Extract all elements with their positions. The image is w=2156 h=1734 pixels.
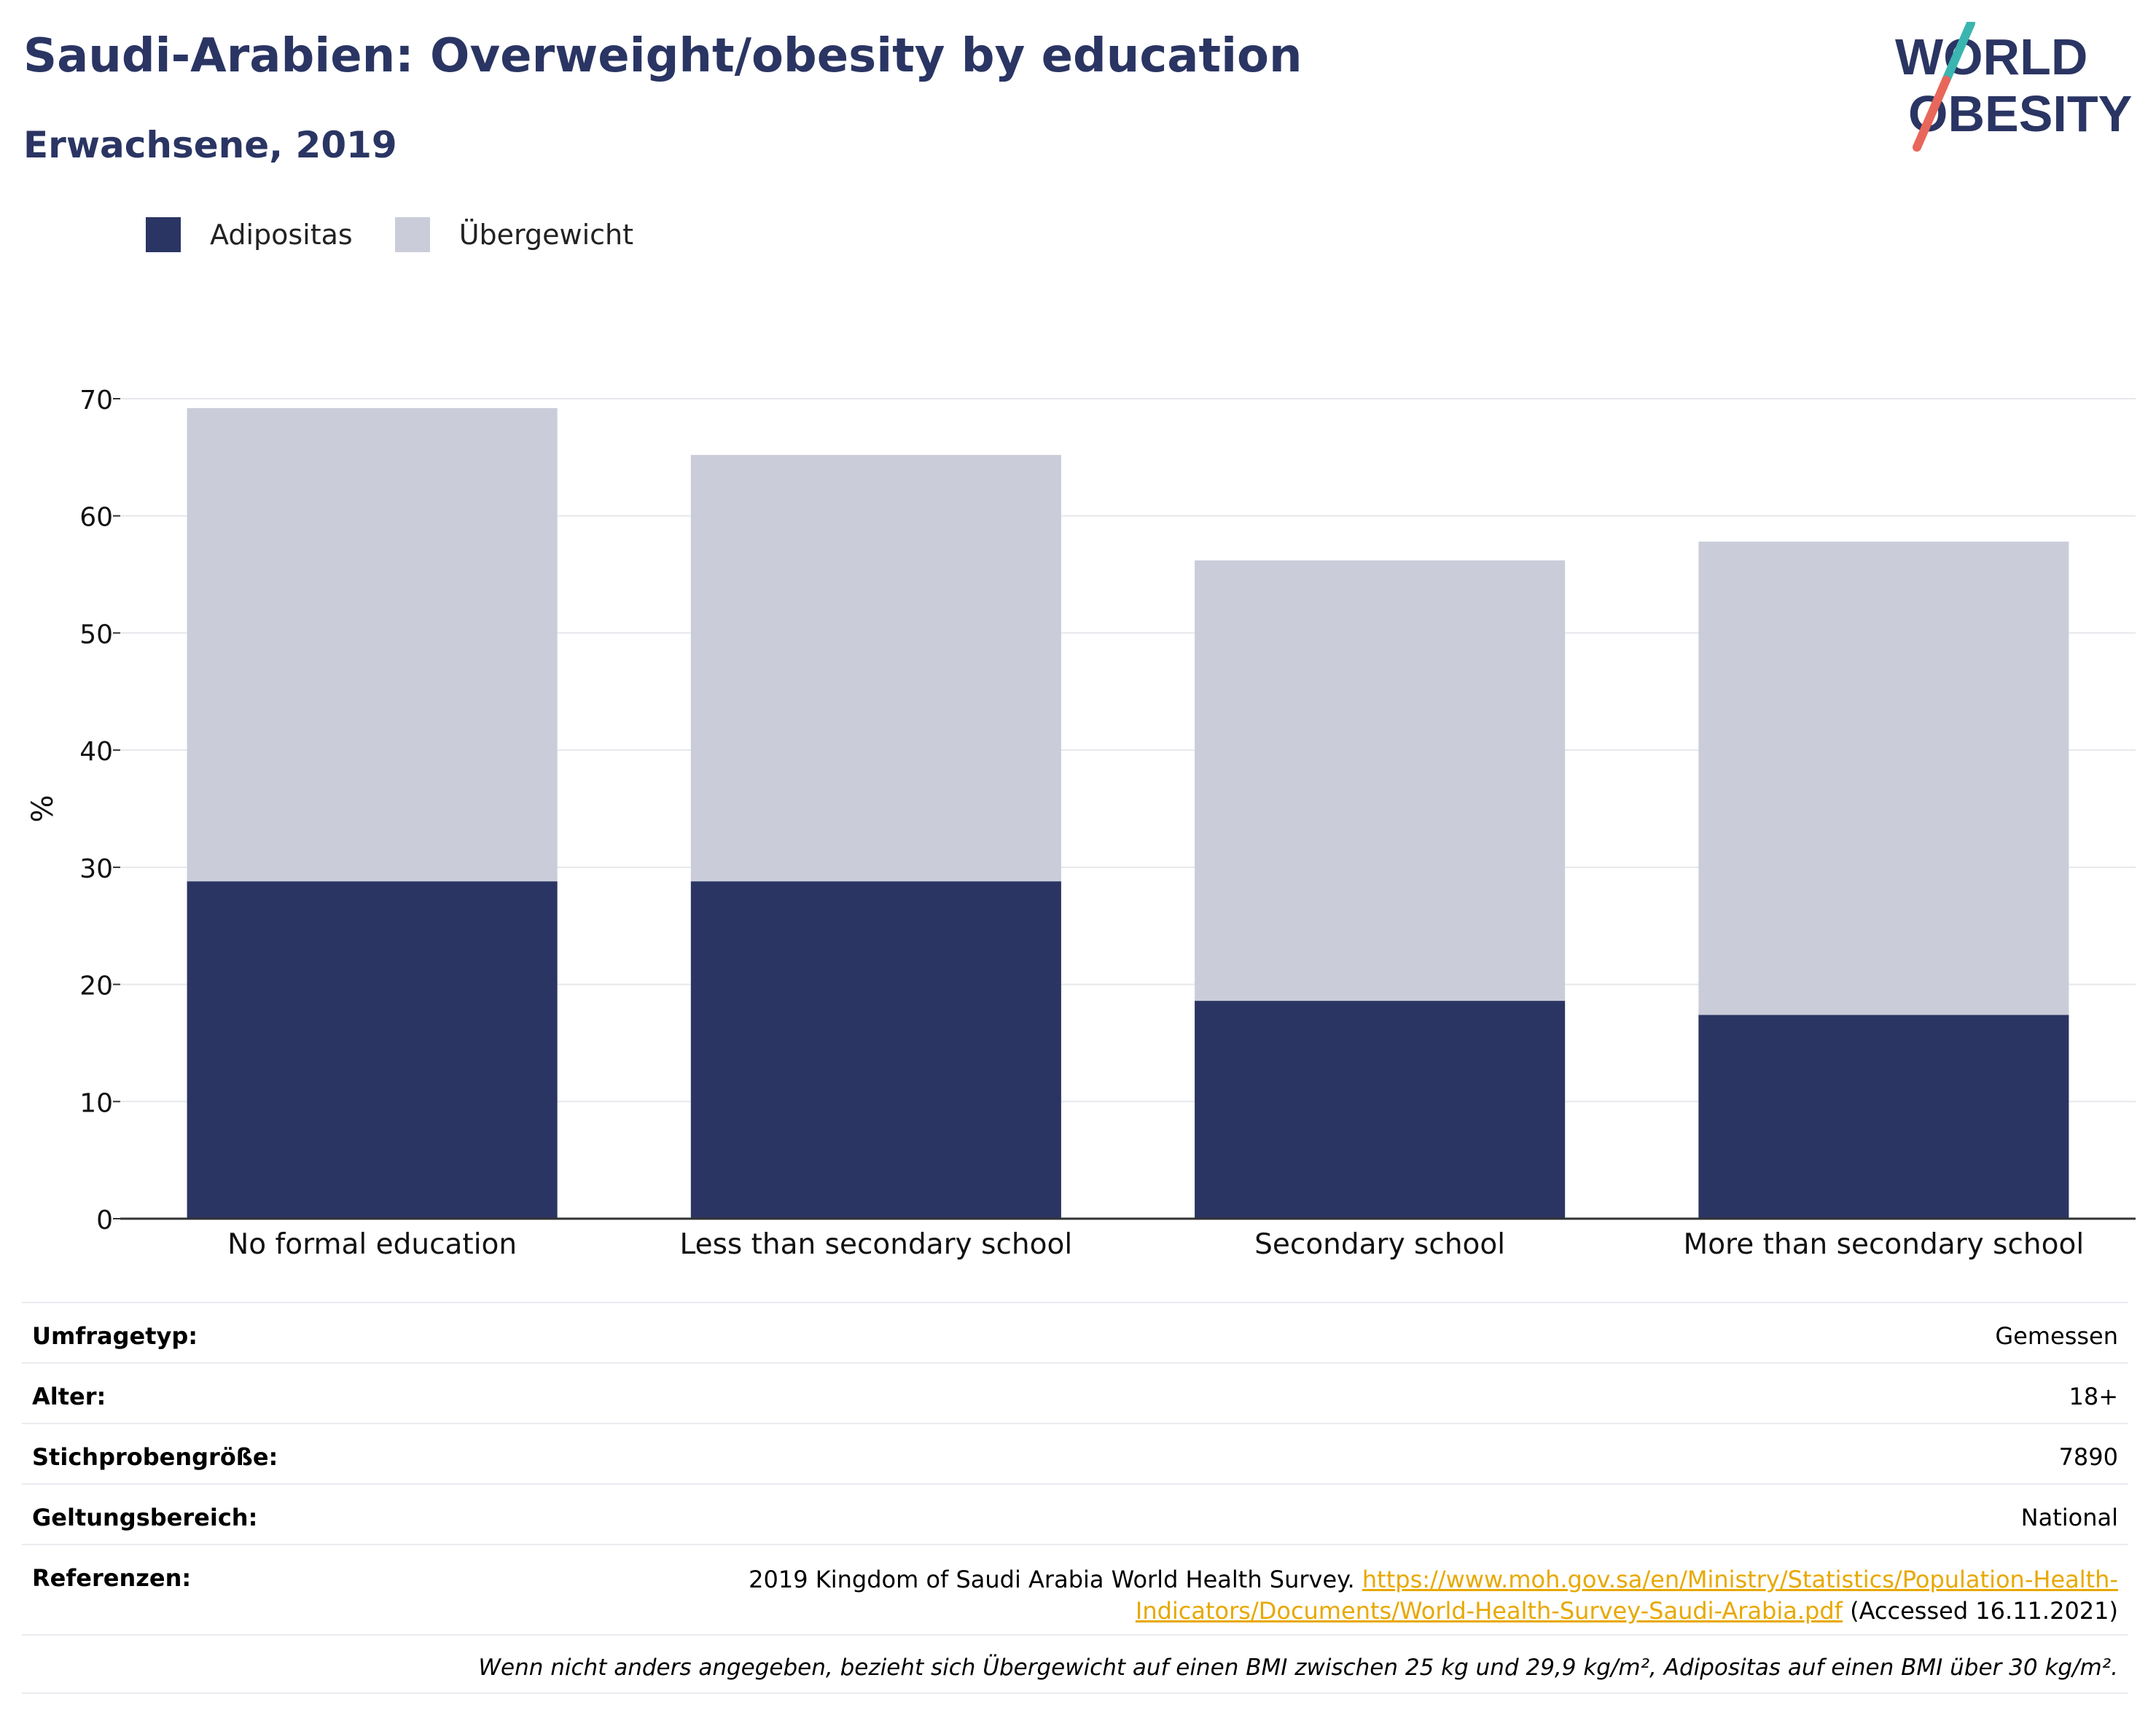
axes: 0 10 20 30 40 50 60 70% No formal education Less … (26, 386, 2136, 1261)
reference-source-text: 2019 Kingdom of Saudi Arabia World Healt… (749, 1566, 1355, 1593)
bar-chart: 0 10 20 30 40 50 60 70% No formal education Less … (26, 386, 2136, 1261)
world-obesity-logo: WORLD OBESITY (1895, 22, 2132, 152)
bar-adipositas (187, 881, 558, 1219)
age-value: 18+ (2069, 1383, 2118, 1410)
footnote: Wenn nicht anders angegeben, bezieht sic… (22, 1634, 2128, 1694)
x-tick-label: No formal education (227, 1228, 517, 1261)
x-tick-label: Less than secondary school (680, 1228, 1073, 1261)
references-label: Referenzen: (32, 1564, 192, 1592)
y-tick-label: 30 (79, 854, 113, 884)
bar-uebergewicht (187, 407, 558, 882)
sample-size-value: 7890 (2058, 1443, 2118, 1471)
bar-adipositas (1698, 1015, 2069, 1219)
scope-label: Geltungsbereich: (32, 1504, 258, 1531)
info-row-references: Referenzen: 2019 Kingdom of Saudi Arabia… (22, 1544, 2128, 1634)
bars (187, 407, 2069, 1219)
reference-link-part-2[interactable]: Indicators/Documents/World-Health-Survey… (1135, 1597, 1843, 1625)
y-tick-label: 0 (96, 1206, 113, 1235)
bar-uebergewicht (1698, 542, 2069, 1015)
survey-type-value: Gemessen (1995, 1322, 2118, 1350)
info-row-age: Alter: 18+ (22, 1362, 2128, 1423)
reference-link-part-1[interactable]: https://www.moh.gov.sa/en/Ministry/Stati… (1362, 1566, 2118, 1593)
chart-subtitle: Erwachsene, 2019 (23, 124, 397, 166)
sample-size-label: Stichprobengröße: (32, 1443, 278, 1471)
bar-adipositas (1195, 1001, 1566, 1219)
age-label: Alter: (32, 1383, 106, 1410)
info-row-sample-size: Stichprobengröße: 7890 (22, 1423, 2128, 1483)
y-tick-label: 10 (79, 1088, 113, 1118)
y-tick-label: 40 (79, 737, 113, 767)
chart-title: Saudi-Arabien: Overweight/obesity by edu… (23, 29, 1302, 83)
legend-label-uebergewicht: Übergewicht (458, 219, 633, 251)
x-tick-label: More than secondary school (1684, 1228, 2085, 1261)
legend-item-uebergewicht[interactable]: Übergewicht (394, 217, 633, 252)
legend-item-adipositas[interactable]: Adipositas (146, 217, 353, 252)
logo-slash-teal (1942, 22, 1975, 85)
references-line-1: 2019 Kingdom of Saudi Arabia World Healt… (749, 1564, 2118, 1596)
info-row-scope: Geltungsbereich: National (22, 1483, 2128, 1544)
logo-text-world: WORLD (1895, 28, 2087, 85)
legend-swatch-adipositas (146, 217, 181, 252)
chart-legend: Adipositas Übergewicht (146, 217, 676, 252)
legend-label-adipositas: Adipositas (210, 219, 353, 251)
scope-value: National (2020, 1504, 2118, 1531)
y-tick-label: 60 (79, 503, 113, 533)
bar-uebergewicht (690, 455, 1061, 882)
bar-uebergewicht (1195, 560, 1566, 1001)
x-tick-label: Secondary school (1254, 1228, 1505, 1261)
logo-slash-coral (1913, 76, 1950, 152)
logo-text-obesity: OBESITY (1908, 85, 2132, 142)
y-tick-label: 20 (79, 972, 113, 1001)
bar-adipositas (690, 881, 1061, 1219)
y-tick-label: 70 (79, 386, 113, 415)
y-axis-label: % (26, 794, 60, 822)
survey-info-table: Umfragetyp: Gemessen Alter: 18+ Stichpro… (22, 1302, 2128, 1694)
reference-accessed: (Accessed 16.11.2021) (1850, 1597, 2118, 1625)
references-line-2: Indicators/Documents/World-Health-Survey… (749, 1596, 2118, 1627)
survey-type-label: Umfragetyp: (32, 1322, 198, 1350)
references-value: 2019 Kingdom of Saudi Arabia World Healt… (749, 1564, 2118, 1627)
legend-swatch-uebergewicht (394, 217, 430, 252)
y-tick-label: 50 (79, 620, 113, 649)
info-row-survey-type: Umfragetyp: Gemessen (22, 1302, 2128, 1362)
